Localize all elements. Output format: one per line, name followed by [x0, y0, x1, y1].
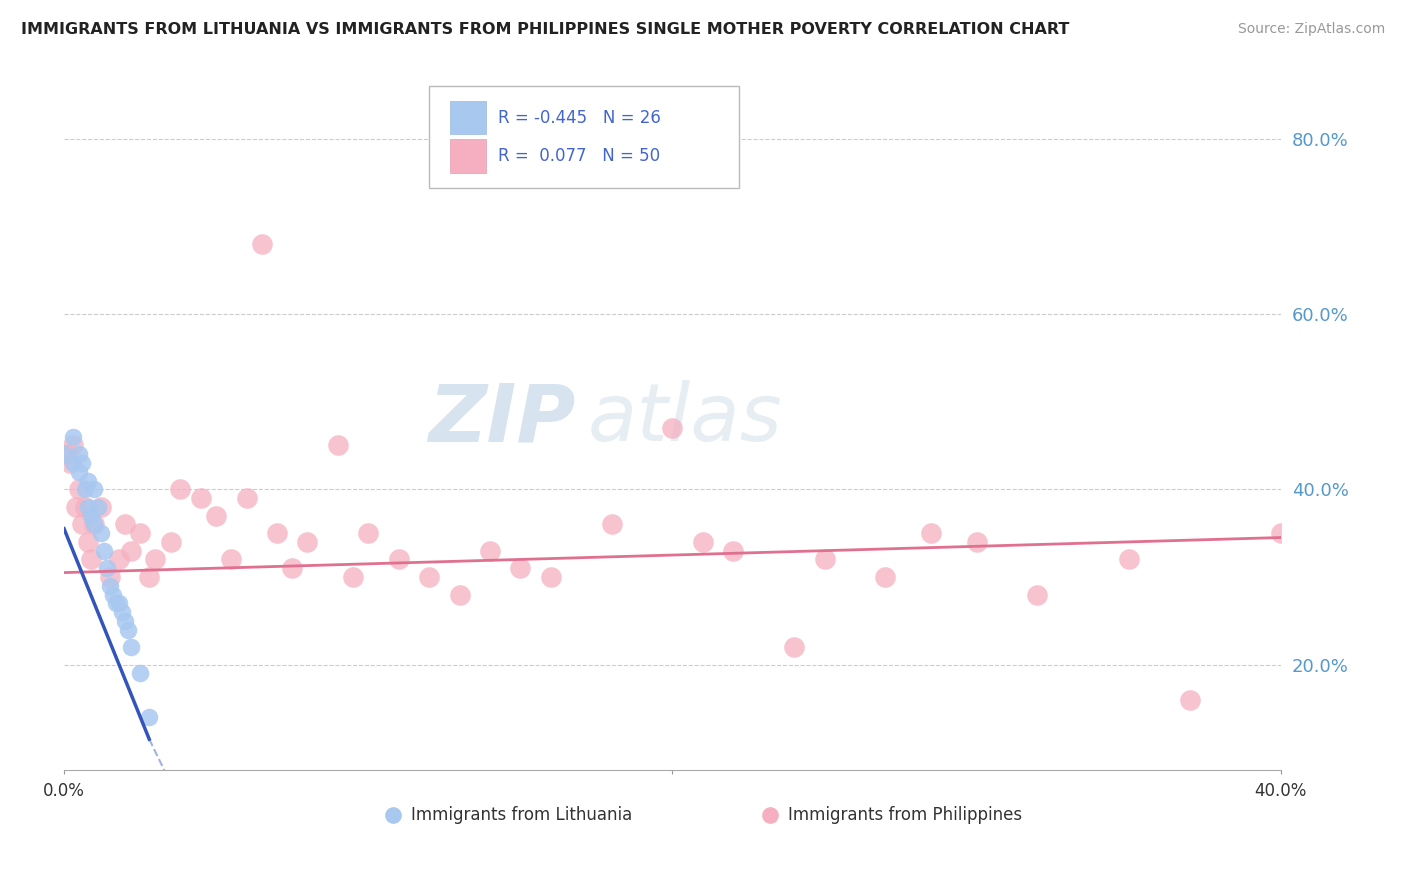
- Point: [83, 517, 105, 532]
- Point: [120, 543, 142, 558]
- Point: [96, 561, 118, 575]
- Point: [281, 561, 304, 575]
- FancyBboxPatch shape: [450, 139, 486, 173]
- Point: [138, 710, 160, 724]
- Point: [77, 474, 100, 488]
- Point: [159, 535, 181, 549]
- Point: [108, 552, 131, 566]
- Point: [418, 570, 440, 584]
- Point: [56, 447, 79, 461]
- Point: [114, 517, 136, 532]
- Point: [297, 535, 319, 549]
- Point: [75, 500, 97, 514]
- Point: [600, 517, 623, 532]
- Point: [129, 666, 152, 681]
- Point: [67, 483, 90, 497]
- Point: [62, 438, 84, 452]
- Point: [813, 552, 835, 566]
- Point: [80, 508, 103, 523]
- Point: [509, 561, 531, 575]
- Text: R =  0.077   N = 50: R = 0.077 N = 50: [499, 147, 661, 165]
- Point: [143, 552, 166, 566]
- FancyBboxPatch shape: [450, 101, 486, 135]
- Text: ZIP: ZIP: [427, 380, 575, 458]
- Point: [83, 517, 105, 532]
- Point: [205, 508, 228, 523]
- Point: [77, 500, 100, 514]
- Point: [111, 605, 134, 619]
- FancyBboxPatch shape: [429, 86, 740, 187]
- Point: [875, 570, 897, 584]
- Point: [117, 623, 139, 637]
- Point: [1178, 692, 1201, 706]
- Point: [342, 570, 364, 584]
- Point: [661, 421, 683, 435]
- Point: [221, 552, 243, 566]
- Point: [129, 526, 152, 541]
- Point: [120, 640, 142, 654]
- Point: [98, 570, 121, 584]
- Point: [62, 456, 84, 470]
- Point: [93, 543, 115, 558]
- Text: R = -0.445   N = 26: R = -0.445 N = 26: [499, 109, 661, 127]
- Point: [77, 535, 100, 549]
- Point: [388, 552, 411, 566]
- Point: [72, 456, 94, 470]
- Point: [108, 596, 131, 610]
- Point: [86, 500, 108, 514]
- Point: [90, 526, 112, 541]
- Point: [72, 517, 94, 532]
- Point: [98, 579, 121, 593]
- Point: [83, 483, 105, 497]
- Point: [250, 236, 273, 251]
- Point: [138, 570, 160, 584]
- Point: [692, 535, 714, 549]
- Point: [235, 491, 257, 505]
- Point: [75, 483, 97, 497]
- Point: [59, 456, 82, 470]
- Point: [449, 587, 471, 601]
- Point: [783, 640, 806, 654]
- Point: [101, 587, 124, 601]
- Point: [114, 614, 136, 628]
- Point: [65, 500, 87, 514]
- Text: IMMIGRANTS FROM LITHUANIA VS IMMIGRANTS FROM PHILIPPINES SINGLE MOTHER POVERTY C: IMMIGRANTS FROM LITHUANIA VS IMMIGRANTS …: [21, 22, 1070, 37]
- Point: [90, 500, 112, 514]
- Point: [540, 570, 562, 584]
- Point: [478, 543, 501, 558]
- Text: atlas: atlas: [588, 380, 782, 458]
- Point: [1026, 587, 1049, 601]
- Point: [326, 438, 349, 452]
- Point: [966, 535, 988, 549]
- Point: [266, 526, 288, 541]
- Text: Immigrants from Lithuania: Immigrants from Lithuania: [411, 806, 633, 824]
- Point: [920, 526, 942, 541]
- Point: [62, 430, 84, 444]
- Point: [1118, 552, 1140, 566]
- Point: [53, 447, 76, 461]
- Point: [357, 526, 380, 541]
- Point: [67, 465, 90, 479]
- Point: [723, 543, 745, 558]
- Text: Source: ZipAtlas.com: Source: ZipAtlas.com: [1237, 22, 1385, 37]
- Point: [67, 447, 90, 461]
- Point: [190, 491, 212, 505]
- Point: [1270, 526, 1292, 541]
- Point: [104, 596, 127, 610]
- Point: [169, 483, 191, 497]
- Point: [80, 552, 103, 566]
- Text: Immigrants from Philippines: Immigrants from Philippines: [787, 806, 1022, 824]
